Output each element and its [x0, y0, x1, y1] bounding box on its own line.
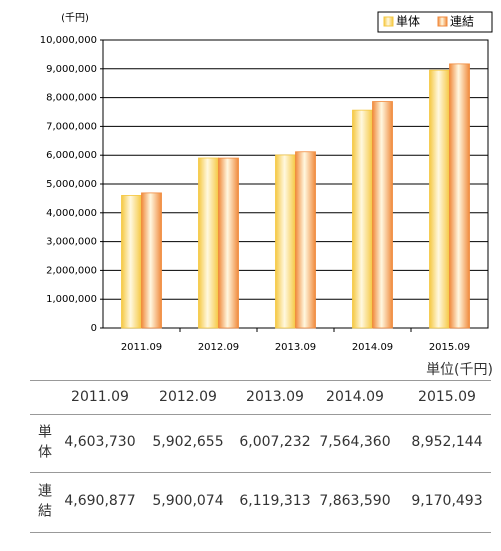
bar: [218, 157, 239, 329]
column-header: 2013.09: [246, 389, 304, 405]
y-tick-label: 9,000,000: [46, 64, 97, 75]
table-cell: 6,007,232: [239, 434, 311, 450]
column-header: 2011.09: [71, 389, 129, 405]
x-tick-label: 2012.09: [198, 342, 239, 353]
y-tick-label: 7,000,000: [46, 121, 97, 132]
unit-label: (千円): [61, 12, 89, 24]
bar: [352, 109, 373, 329]
y-tick-label: 2,000,000: [46, 265, 97, 276]
table-cell: 8,952,144: [411, 434, 483, 450]
column-header: 2014.09: [326, 389, 384, 405]
legend-label: 単体: [396, 15, 420, 29]
table-cell: 7,863,590: [319, 493, 391, 509]
y-tick-label: 6,000,000: [46, 150, 97, 161]
bar: [449, 63, 470, 329]
column-header: 2015.09: [418, 389, 476, 405]
x-tick-label: 2015.09: [429, 342, 470, 353]
column-header: 2012.09: [159, 389, 217, 405]
legend-box: [377, 11, 493, 33]
row-label: 連結: [36, 483, 52, 523]
bar: [141, 192, 162, 329]
legend-swatch: [437, 16, 448, 27]
y-tick-label: 8,000,000: [46, 93, 97, 104]
table-cell: 5,900,074: [152, 493, 224, 509]
bar: [275, 154, 296, 329]
x-tick-label: 2011.09: [121, 342, 162, 353]
bar: [372, 101, 393, 329]
x-tick-label: 2013.09: [275, 342, 316, 353]
table-cell: 7,564,360: [319, 434, 391, 450]
bar: [121, 195, 142, 329]
table-unit: 単位(千円): [426, 362, 493, 378]
table-cell: 9,170,493: [411, 493, 483, 509]
y-tick-label: 5,000,000: [46, 179, 97, 190]
table-rule: [30, 380, 491, 381]
y-tick-label: 4,000,000: [46, 208, 97, 219]
bar: [295, 151, 316, 329]
table-rule: [30, 472, 491, 473]
y-tick-label: 1,000,000: [46, 294, 97, 305]
table: 単位(千円) 2011.09 2012.09 2013.09 2014.09 2015.…: [0, 355, 501, 545]
bar: [429, 69, 450, 329]
table-rule: [30, 532, 491, 533]
table-cell: 4,603,730: [64, 434, 136, 450]
legend-label: 連結: [450, 15, 474, 29]
x-tick-label: 2014.09: [352, 342, 393, 353]
legend-swatch: [383, 16, 394, 27]
table-cell: 5,902,655: [152, 434, 224, 450]
table-cell: 6,119,313: [239, 493, 311, 509]
y-tick-label: 0: [91, 323, 97, 334]
y-tick-label: 10,000,000: [40, 35, 97, 46]
y-tick-label: 3,000,000: [46, 237, 97, 248]
table-cell: 4,690,877: [64, 493, 136, 509]
table-rule: [30, 414, 491, 415]
row-label: 単体: [36, 424, 52, 464]
bar: [198, 157, 219, 329]
chart: (千円) 0 1,000,000 2,000,000 3,000,000 4,000,0…: [40, 11, 493, 353]
